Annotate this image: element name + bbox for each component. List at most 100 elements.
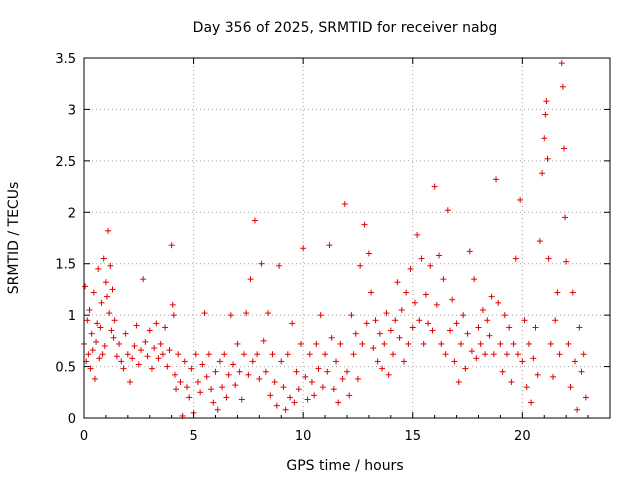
data-point (508, 379, 515, 385)
y-tick-label: 2 (68, 206, 76, 221)
axis-tick-labels: 0 5 10 15 20 0 0.5 1 1.5 2 2.5 3 3.5 (55, 52, 530, 444)
data-point (534, 371, 541, 378)
data-point (240, 351, 247, 358)
data-point (521, 317, 528, 324)
data-point (501, 312, 508, 319)
data-point (311, 392, 318, 399)
data-point (326, 242, 333, 249)
data-point (495, 299, 502, 306)
data-point (560, 145, 567, 152)
data-point (444, 207, 451, 214)
data-point (558, 60, 565, 67)
data-point (346, 392, 353, 399)
data-point (98, 299, 105, 306)
data-point (396, 334, 403, 341)
data-point (86, 307, 93, 313)
data-point (90, 289, 97, 296)
data-point (317, 312, 324, 319)
data-point (124, 351, 131, 358)
data-point (477, 340, 484, 347)
data-point (137, 347, 144, 354)
data-point (539, 170, 546, 177)
data-point (280, 384, 287, 391)
data-point (142, 338, 149, 345)
data-point (171, 371, 178, 378)
data-point (214, 406, 221, 413)
data-point (99, 351, 106, 358)
data-point (582, 394, 589, 401)
data-point (166, 347, 173, 354)
data-point (111, 317, 118, 324)
data-point (223, 394, 230, 401)
data-point (344, 368, 350, 375)
data-point (238, 396, 245, 403)
data-point (302, 373, 309, 380)
data-point (129, 355, 136, 362)
data-point (271, 379, 278, 385)
data-point (484, 317, 491, 324)
data-point (368, 289, 375, 296)
data-point (313, 340, 320, 347)
data-point (488, 293, 495, 300)
data-point (532, 324, 539, 331)
data-point (88, 330, 95, 337)
data-point (108, 327, 115, 334)
data-point (177, 379, 184, 385)
data-point (387, 327, 394, 334)
data-point (93, 338, 100, 345)
data-point (251, 217, 258, 224)
data-point (457, 340, 464, 347)
data-point (514, 351, 521, 358)
data-point (475, 324, 482, 331)
data-point (170, 312, 177, 319)
axis-ticks (83, 57, 610, 419)
data-point (282, 406, 289, 413)
data-point (127, 379, 134, 385)
y-tick-label: 0.5 (55, 361, 76, 376)
data-point (381, 340, 388, 347)
data-point (230, 361, 237, 368)
data-point (116, 340, 123, 347)
data-point (493, 176, 500, 183)
data-point (120, 365, 127, 372)
data-point (140, 276, 147, 283)
data-point (109, 286, 116, 293)
data-point (503, 351, 510, 358)
y-tick-label: 3.5 (55, 52, 76, 67)
data-point (227, 312, 234, 319)
data-point (559, 83, 566, 90)
data-point (563, 258, 570, 265)
data-point (352, 330, 359, 337)
data-point (256, 375, 263, 382)
data-point (552, 317, 559, 324)
data-point (335, 399, 342, 406)
data-point (175, 351, 182, 358)
data-point (414, 231, 421, 238)
data-point (155, 355, 162, 362)
data-point (82, 283, 89, 290)
data-point (482, 351, 489, 358)
data-point (304, 396, 311, 403)
data-point (225, 371, 232, 378)
data-point (348, 312, 355, 319)
data-point (486, 332, 493, 339)
data-point (409, 324, 416, 331)
data-point (370, 345, 377, 352)
y-tick-label: 1.5 (55, 258, 76, 273)
data-point (234, 340, 241, 347)
data-point (208, 386, 215, 393)
data-point (556, 351, 563, 358)
data-point (194, 379, 201, 385)
data-point (442, 351, 449, 358)
data-point (427, 262, 434, 269)
data-point (576, 324, 583, 331)
data-point (354, 375, 361, 382)
data-point (295, 386, 302, 393)
data-point (333, 358, 340, 365)
data-point (416, 317, 423, 324)
data-point (199, 361, 206, 368)
data-point (433, 301, 440, 308)
data-point (464, 330, 471, 337)
data-point (258, 260, 265, 267)
